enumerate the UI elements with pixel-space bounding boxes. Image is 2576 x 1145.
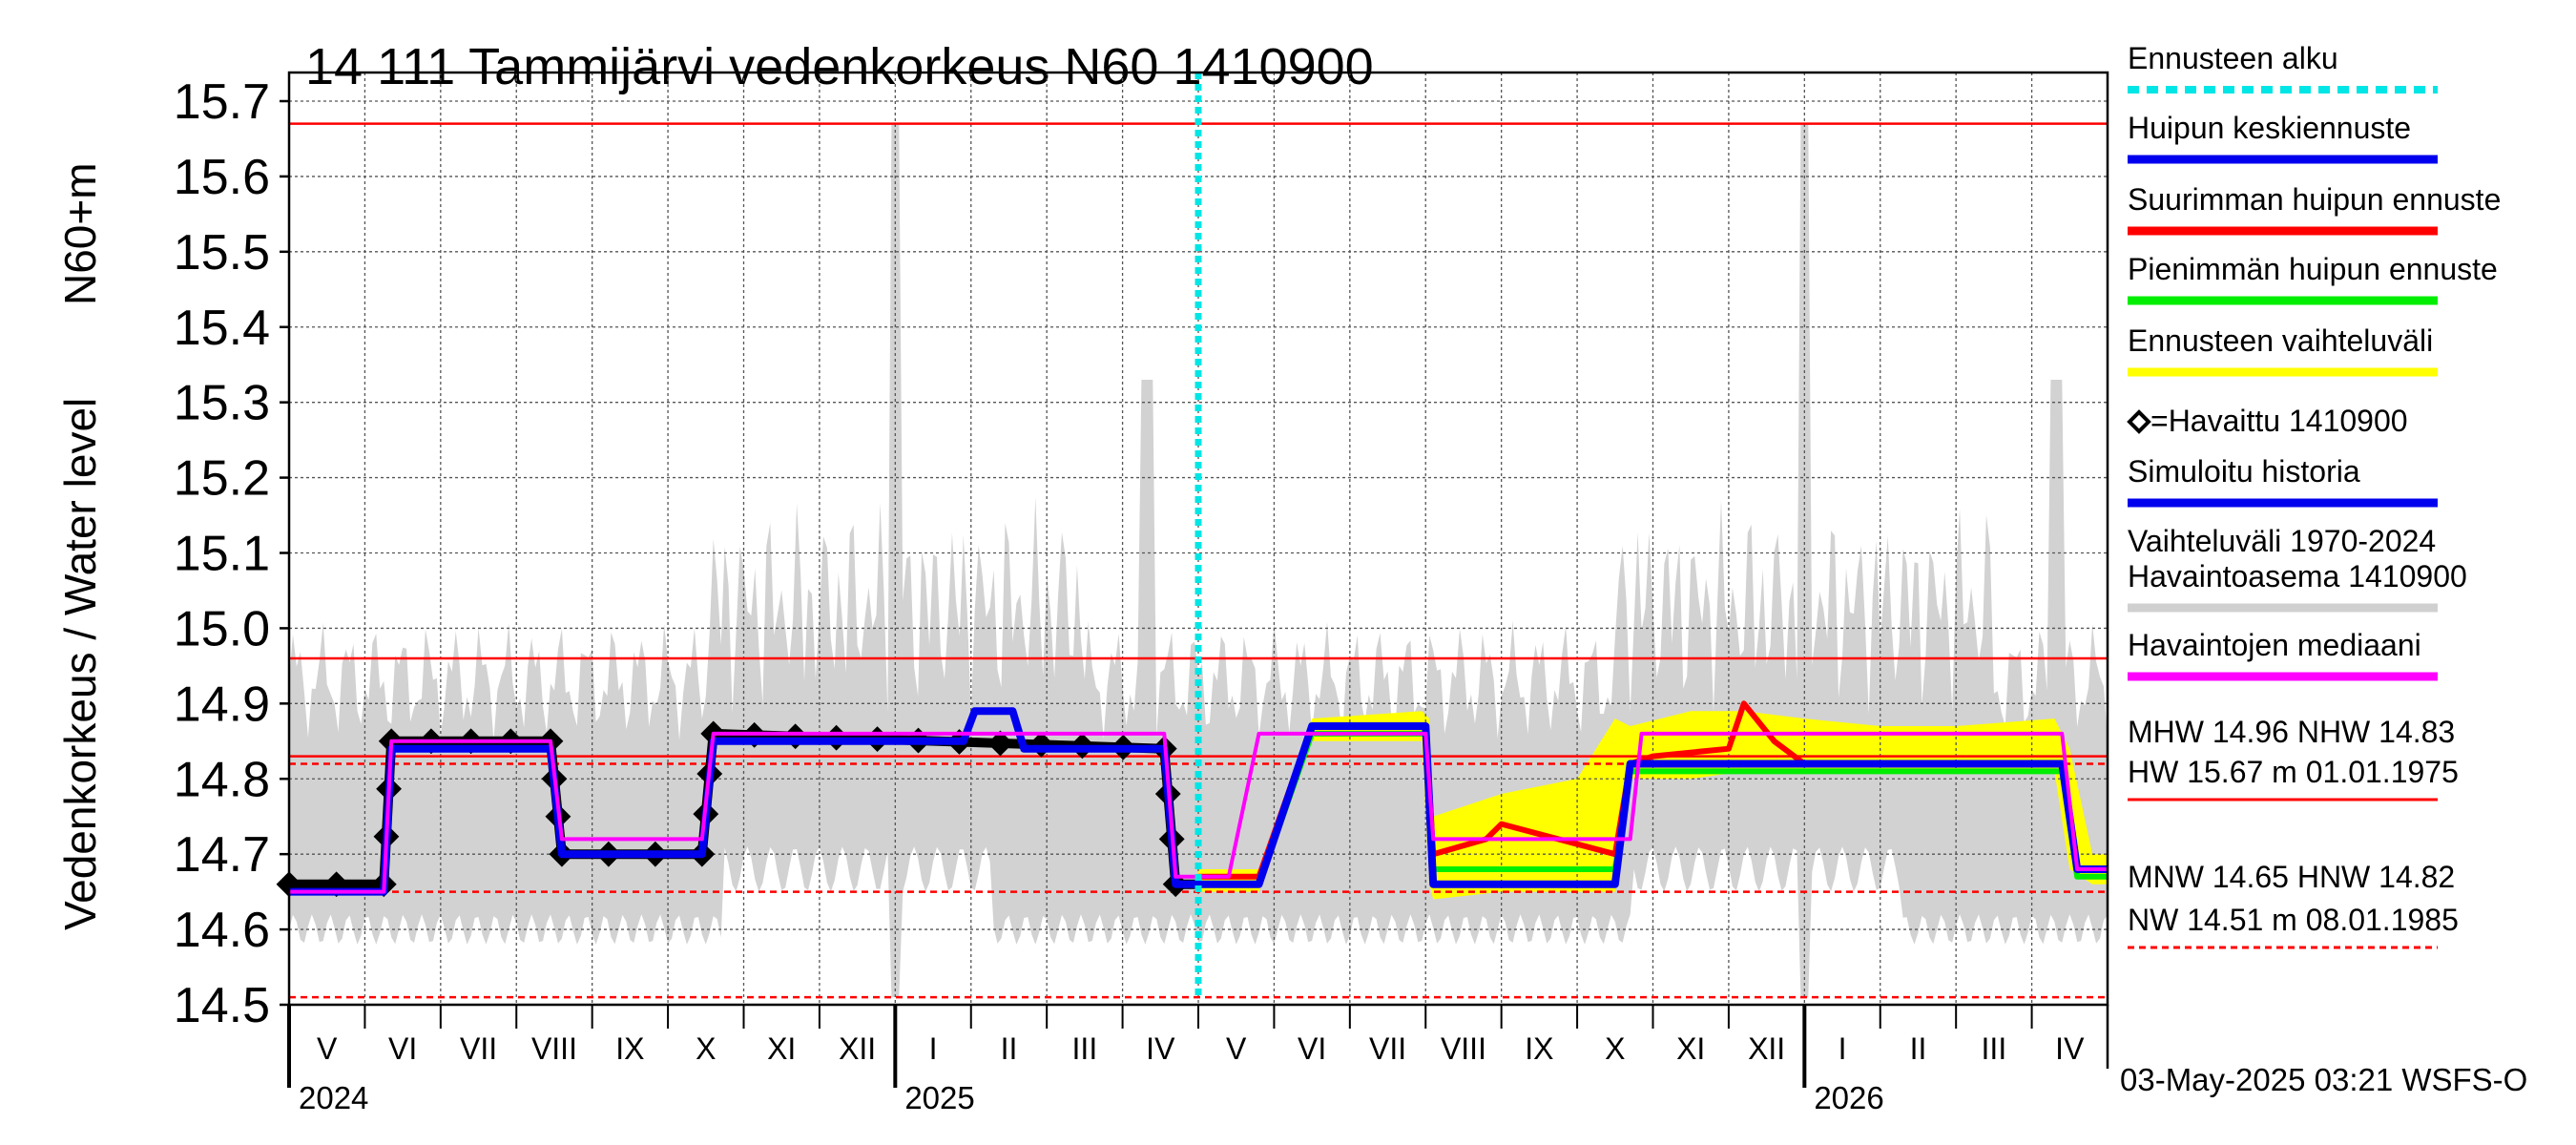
month-label: VII <box>1369 1031 1406 1066</box>
month-label: V <box>317 1031 338 1066</box>
y-tick-label: 15.4 <box>174 301 270 356</box>
legend-label: Ennusteen vaihteluväli <box>2128 323 2433 358</box>
observation-marker <box>987 730 1013 757</box>
stats-label: HW 15.67 m 01.01.1975 <box>2128 755 2459 789</box>
series-havaintojen-mediaani <box>289 731 2108 894</box>
chart-title: 14 111 Tammijärvi vedenkorkeus N60 14109… <box>305 38 1374 95</box>
year-label: 2024 <box>299 1080 368 1115</box>
legend: Ennusteen alku Huipun keskiennuste Suurimm… <box>2127 41 2501 949</box>
year-label: 2026 <box>1814 1080 1883 1115</box>
y-tick-label: 15.7 <box>174 74 270 130</box>
series-simuloitu-historia <box>289 707 1198 896</box>
month-label: V <box>1226 1031 1247 1066</box>
legend-label: Vaihteluväli 1970-2024 <box>2128 524 2436 558</box>
y-tick-label: 15.5 <box>174 225 270 281</box>
month-label: IV <box>2055 1031 2085 1066</box>
y-tick-label: 15.2 <box>174 451 270 507</box>
stats-label: MHW 14.96 NHW 14.83 <box>2128 715 2455 749</box>
month-label: X <box>696 1031 716 1066</box>
month-label: I <box>1839 1031 1847 1066</box>
y-tick-label: 14.6 <box>174 903 270 958</box>
month-label: I <box>929 1031 938 1066</box>
stats-label: MNW 14.65 HNW 14.82 <box>2128 860 2455 894</box>
month-label: XII <box>839 1031 876 1066</box>
legend-label: Suurimman huipun ennuste <box>2128 182 2501 217</box>
y-tick-label: 14.8 <box>174 752 270 807</box>
month-label: IX <box>1525 1031 1553 1066</box>
y-tick-label: 15.1 <box>174 527 270 582</box>
stats-label: NW 14.51 m 08.01.1985 <box>2128 903 2459 937</box>
y-tick-label: 14.5 <box>174 978 270 1033</box>
legend-label: =Havaittu 1410900 <box>2150 404 2408 438</box>
year-label: 2025 <box>904 1080 974 1115</box>
legend-label: Simuloitu historia <box>2128 454 2360 489</box>
month-label: VIII <box>531 1031 577 1066</box>
month-label: VII <box>460 1031 497 1066</box>
month-label: VIII <box>1441 1031 1486 1066</box>
y-tick-label: 15.0 <box>174 601 270 656</box>
legend-label: Havaintojen mediaani <box>2128 628 2421 662</box>
legend-label: Ennusteen alku <box>2128 41 2338 75</box>
month-label: II <box>1001 1031 1018 1066</box>
legend-label: Havaintoasema 1410900 <box>2128 559 2467 593</box>
y-tick-label: 15.6 <box>174 150 270 205</box>
legend-label: Pienimmän huipun ennuste <box>2128 252 2498 286</box>
y-axis-label: Vedenkorkeus / Water level <box>55 398 105 930</box>
month-label: XI <box>1676 1031 1705 1066</box>
month-label: II <box>1910 1031 1927 1066</box>
y-axis-unit-label: N60+m <box>55 162 105 305</box>
month-label: VI <box>1298 1031 1326 1066</box>
legend-marker <box>2127 409 2151 434</box>
y-tick-label: 14.9 <box>174 677 270 732</box>
month-label: X <box>1605 1031 1625 1066</box>
month-label: VI <box>388 1031 417 1066</box>
plot-area: 14.5 14.6 14.7 14.8 14.9 15.0 15.1 15.2 15.3 15.4… <box>174 71 2109 1115</box>
timestamp: 03-May-2025 03:21 WSFS-O <box>2120 1062 2527 1097</box>
month-label: IV <box>1146 1031 1175 1066</box>
legend-label: Huipun keskiennuste <box>2128 111 2411 145</box>
y-tick-label: 15.3 <box>174 376 270 431</box>
month-label: III <box>1982 1031 2007 1066</box>
month-label: XI <box>767 1031 796 1066</box>
y-tick-label: 14.7 <box>174 827 270 883</box>
month-label: III <box>1072 1031 1098 1066</box>
month-label: IX <box>615 1031 644 1066</box>
month-label: XII <box>1748 1031 1785 1066</box>
